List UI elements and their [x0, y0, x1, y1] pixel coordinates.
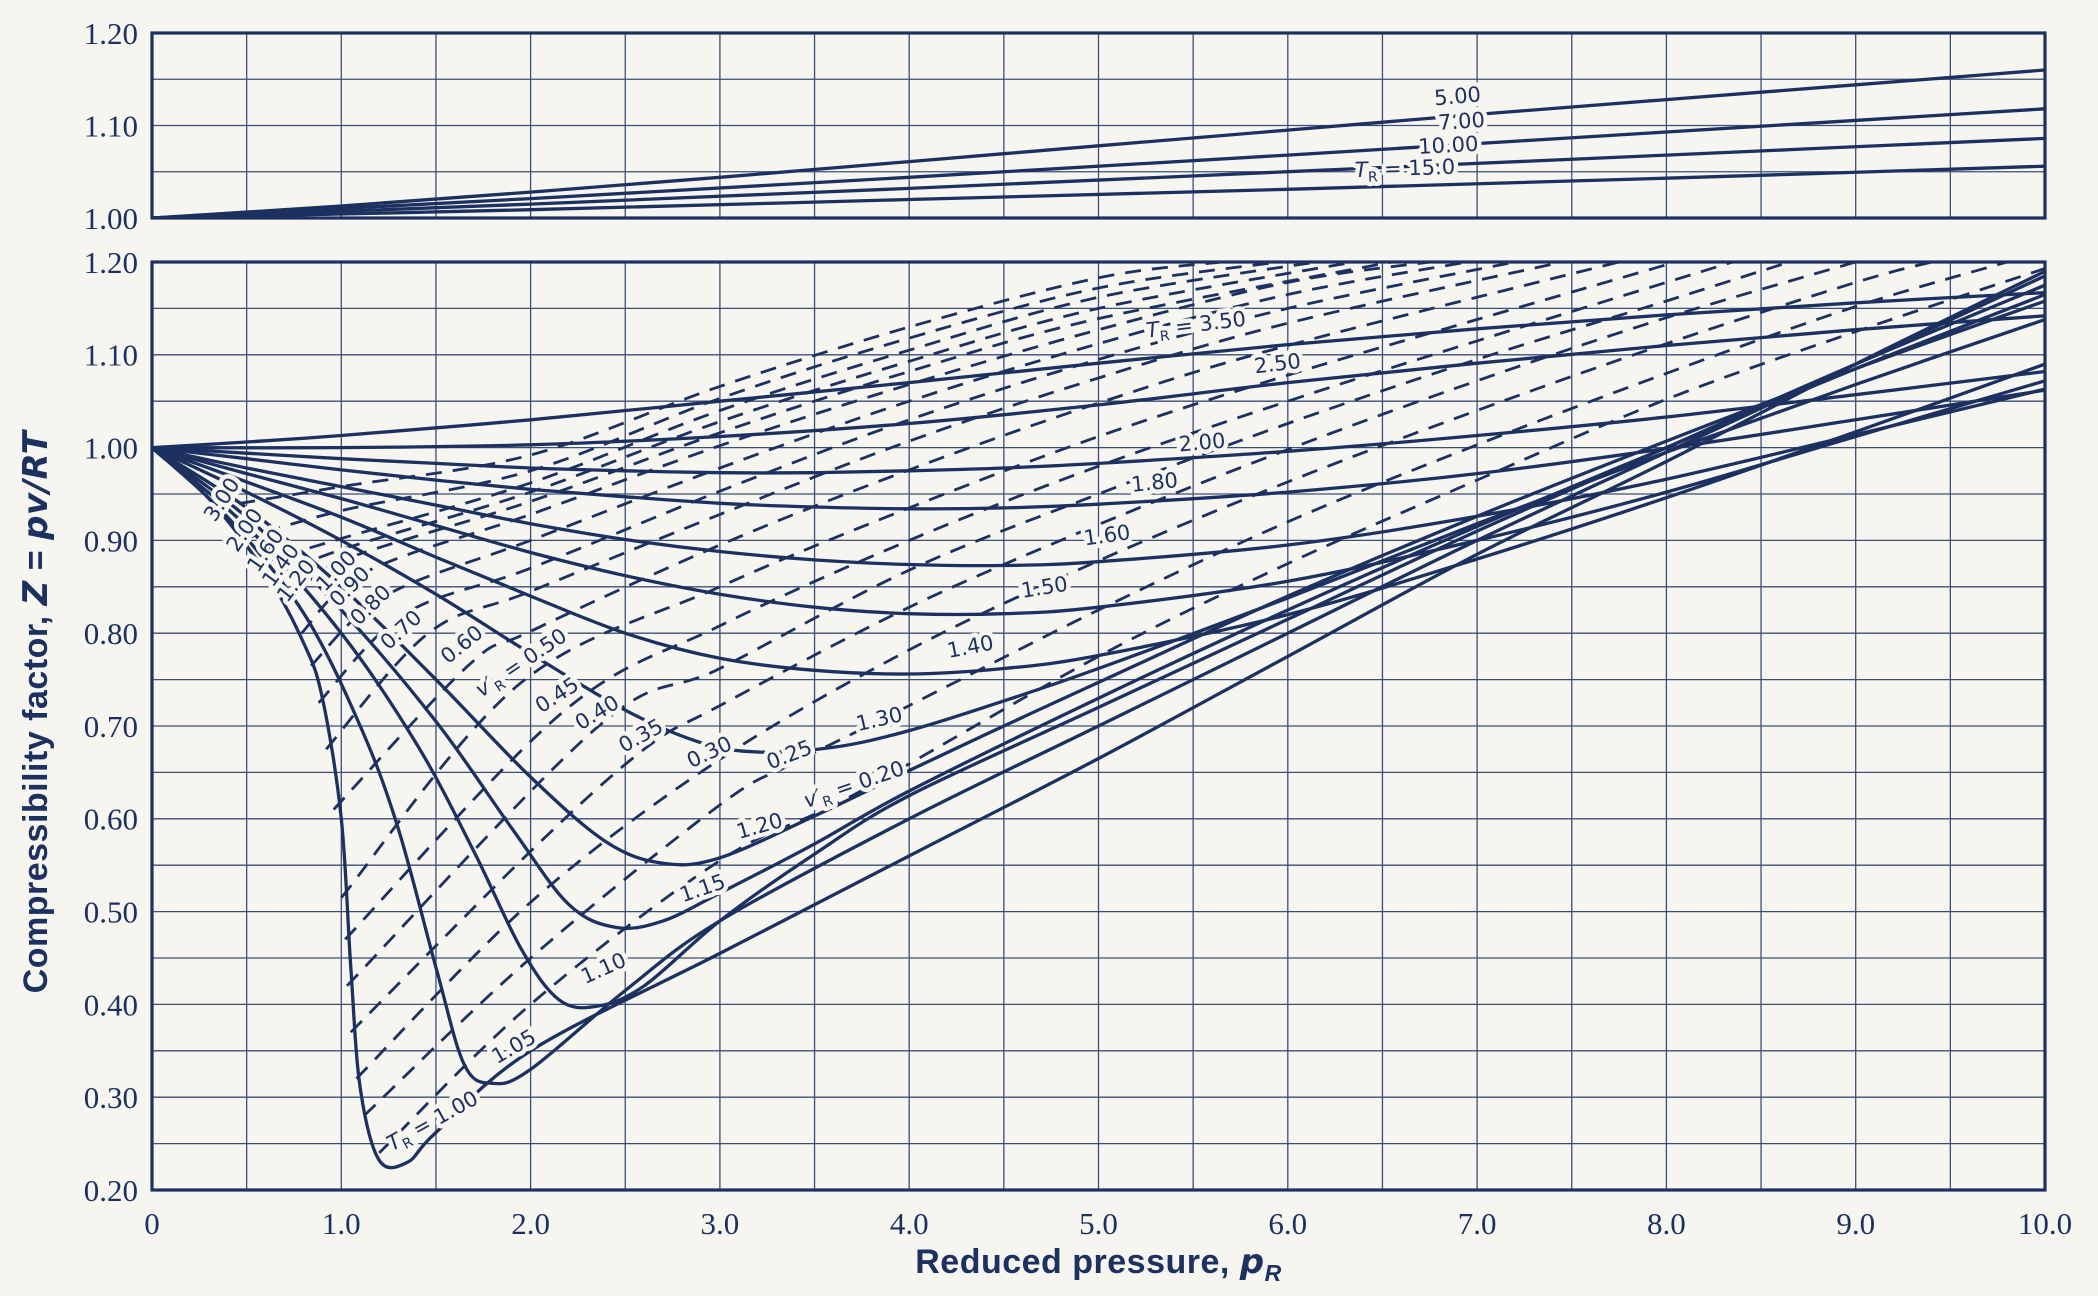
y-tick-label-0.60: 0.60: [84, 802, 138, 837]
solid-curve-TR=1.80: [152, 388, 2045, 511]
main_chart-x-tick-labels: 0 1.0 2.0 3.0 4.0 5.0 6.0 7.0 8.0 9.0 10.0: [144, 1206, 2072, 1241]
dashed-curve-vR=1.60: [257, 262, 1317, 565]
y-axis-variable: Z: [16, 580, 56, 606]
dashed-curve-vR=0.50: [340, 262, 1677, 899]
y-tick-label-0.20: 0.20: [84, 1173, 138, 1208]
dashed-curve-vR=0.90: [310, 262, 1468, 667]
solid-curve-TR=1.50: [152, 379, 2045, 617]
dashed-curve-vR=0.20: [378, 267, 2045, 1154]
x-axis-title: Reduced pressure, pR: [152, 1242, 2045, 1287]
y-tick-label-0.30: 0.30: [84, 1080, 138, 1115]
main_chart-border: [150, 260, 2047, 1192]
x-axis-variable: p: [1239, 1242, 1265, 1282]
y-axis-title: Compressibility factor, Z = pv/RT: [16, 431, 56, 994]
main_chart-y-tick-labels: 1.20 1.10 1.00 0.90 0.80 0.70 0.60 0.50 0.40 0.30…: [84, 245, 138, 1208]
curve-label-1.80: 1.80: [1130, 468, 1179, 497]
main_chart-panel: TR = 3.502.502.001.801.601.501.401.301.2…: [84, 245, 2072, 1241]
y-tick-label-1.20: 1.20: [84, 245, 138, 280]
x-tick-label-4.0: 4.0: [890, 1206, 929, 1241]
main_chart-curves: [152, 262, 2045, 1170]
y-tick-label-1.20: 1.20: [84, 16, 138, 51]
curve-label-1.40: 1.40: [945, 630, 995, 662]
high_tr_inset-curves: [152, 68, 2045, 218]
solid-curve-TR=5.00: [152, 68, 2045, 218]
solid-curve-TR=15.0: [152, 164, 2045, 218]
x-tick-label-1.0: 1.0: [322, 1206, 361, 1241]
dashed-curve-vR=0.80: [317, 262, 1516, 704]
x-axis-subscript: R: [1264, 1259, 1282, 1286]
x-tick-label-2.0: 2.0: [511, 1206, 550, 1241]
x-tick-label-6.0: 6.0: [1268, 1206, 1307, 1241]
y-tick-label-1.10: 1.10: [84, 338, 138, 373]
vr-label-0.20: v′R = 0.20: [801, 756, 909, 817]
solid-curve-TR=2.50: [152, 314, 2045, 450]
curve-label-0.35: 0.35: [615, 714, 668, 758]
dashed-curve-vR=0.35: [349, 262, 1857, 1034]
dashed-curve-vR=3.00: [212, 262, 1222, 510]
dashed-curve-vR=1.40: [268, 262, 1355, 581]
curve-label-1.30: 1.30: [854, 702, 905, 736]
high_tr_inset-y-tick-labels: 1.20 1.10 1.00: [84, 16, 138, 236]
y-axis-equals: =: [17, 539, 55, 581]
curve-label-5.00: 5.00: [1433, 82, 1482, 110]
x-axis-title-text: Reduced pressure,: [915, 1243, 1240, 1281]
curve-label-7.00: 7.00: [1437, 108, 1485, 135]
dashed-curve-vR=0.70: [325, 262, 1563, 751]
x-tick-label-9.0: 9.0: [1836, 1206, 1875, 1241]
curve-label-0.60: 0.60: [436, 620, 487, 668]
y-tick-label-1.00: 1.00: [84, 430, 138, 465]
y-axis-expression: pv/RT: [16, 430, 56, 540]
x-tick-label-10.0: 10.0: [2018, 1206, 2072, 1241]
y-tick-label-1.00: 1.00: [84, 201, 138, 236]
solid-curve-TR=2.00: [152, 369, 2045, 475]
dashed-curve-vR=1.20: [283, 262, 1393, 602]
x-tick-label-7.0: 7.0: [1458, 1206, 1497, 1241]
y-tick-label-0.40: 0.40: [84, 987, 138, 1022]
curve-label-2.00: 2.00: [1178, 429, 1227, 457]
solid-curve-TR=7.00: [152, 107, 2045, 218]
dashed-curve-vR=1.00: [300, 262, 1430, 635]
curve-label-1.60: 1.60: [1082, 520, 1132, 550]
dashed-curve-vR=0.45: [344, 262, 1734, 941]
curve-label-1.50: 1.50: [1019, 572, 1069, 603]
solid-curve-TR=1.05: [152, 274, 2045, 1086]
x-tick-label-0: 0: [144, 1206, 160, 1241]
dashed-curve-vR=0.30: [355, 262, 1932, 1080]
y-tick-label-0.80: 0.80: [84, 616, 138, 651]
tr-label-15.0: TR = 15.0: [1354, 155, 1455, 186]
solid-curve-TR=10.00: [152, 136, 2045, 218]
x-tick-label-8.0: 8.0: [1647, 1206, 1686, 1241]
x-tick-label-3.0: 3.0: [701, 1206, 740, 1241]
curve-label-1.10: 1.10: [577, 948, 629, 989]
dashed-curve-vR=0.25: [363, 262, 2008, 1117]
y-axis-title-text: Compressibility factor,: [17, 605, 55, 994]
dashed-curve-vR=0.60: [332, 262, 1620, 811]
high_tr_inset-border: [150, 31, 2047, 220]
y-tick-label-0.90: 0.90: [84, 523, 138, 558]
y-tick-label-1.10: 1.10: [84, 108, 138, 143]
solid-curve-TR=1.15: [152, 292, 2045, 931]
y-tick-label-0.50: 0.50: [84, 894, 138, 929]
curve-label-0.70: 0.70: [376, 605, 427, 654]
dashed-curve-vR=2.00: [238, 262, 1279, 542]
y-tick-label-0.70: 0.70: [84, 709, 138, 744]
curve-label-0.25: 0.25: [763, 735, 815, 774]
dashed-curve-vR=0.40: [345, 262, 1790, 987]
solid-curve-TR=1.60: [152, 387, 2045, 568]
x-tick-label-5.0: 5.0: [1079, 1206, 1118, 1241]
solid-curve-TR=1.30: [152, 317, 2045, 754]
solid-curve-TR=1.40: [152, 362, 2045, 676]
solid-curve-TR=3.50: [152, 290, 2045, 450]
